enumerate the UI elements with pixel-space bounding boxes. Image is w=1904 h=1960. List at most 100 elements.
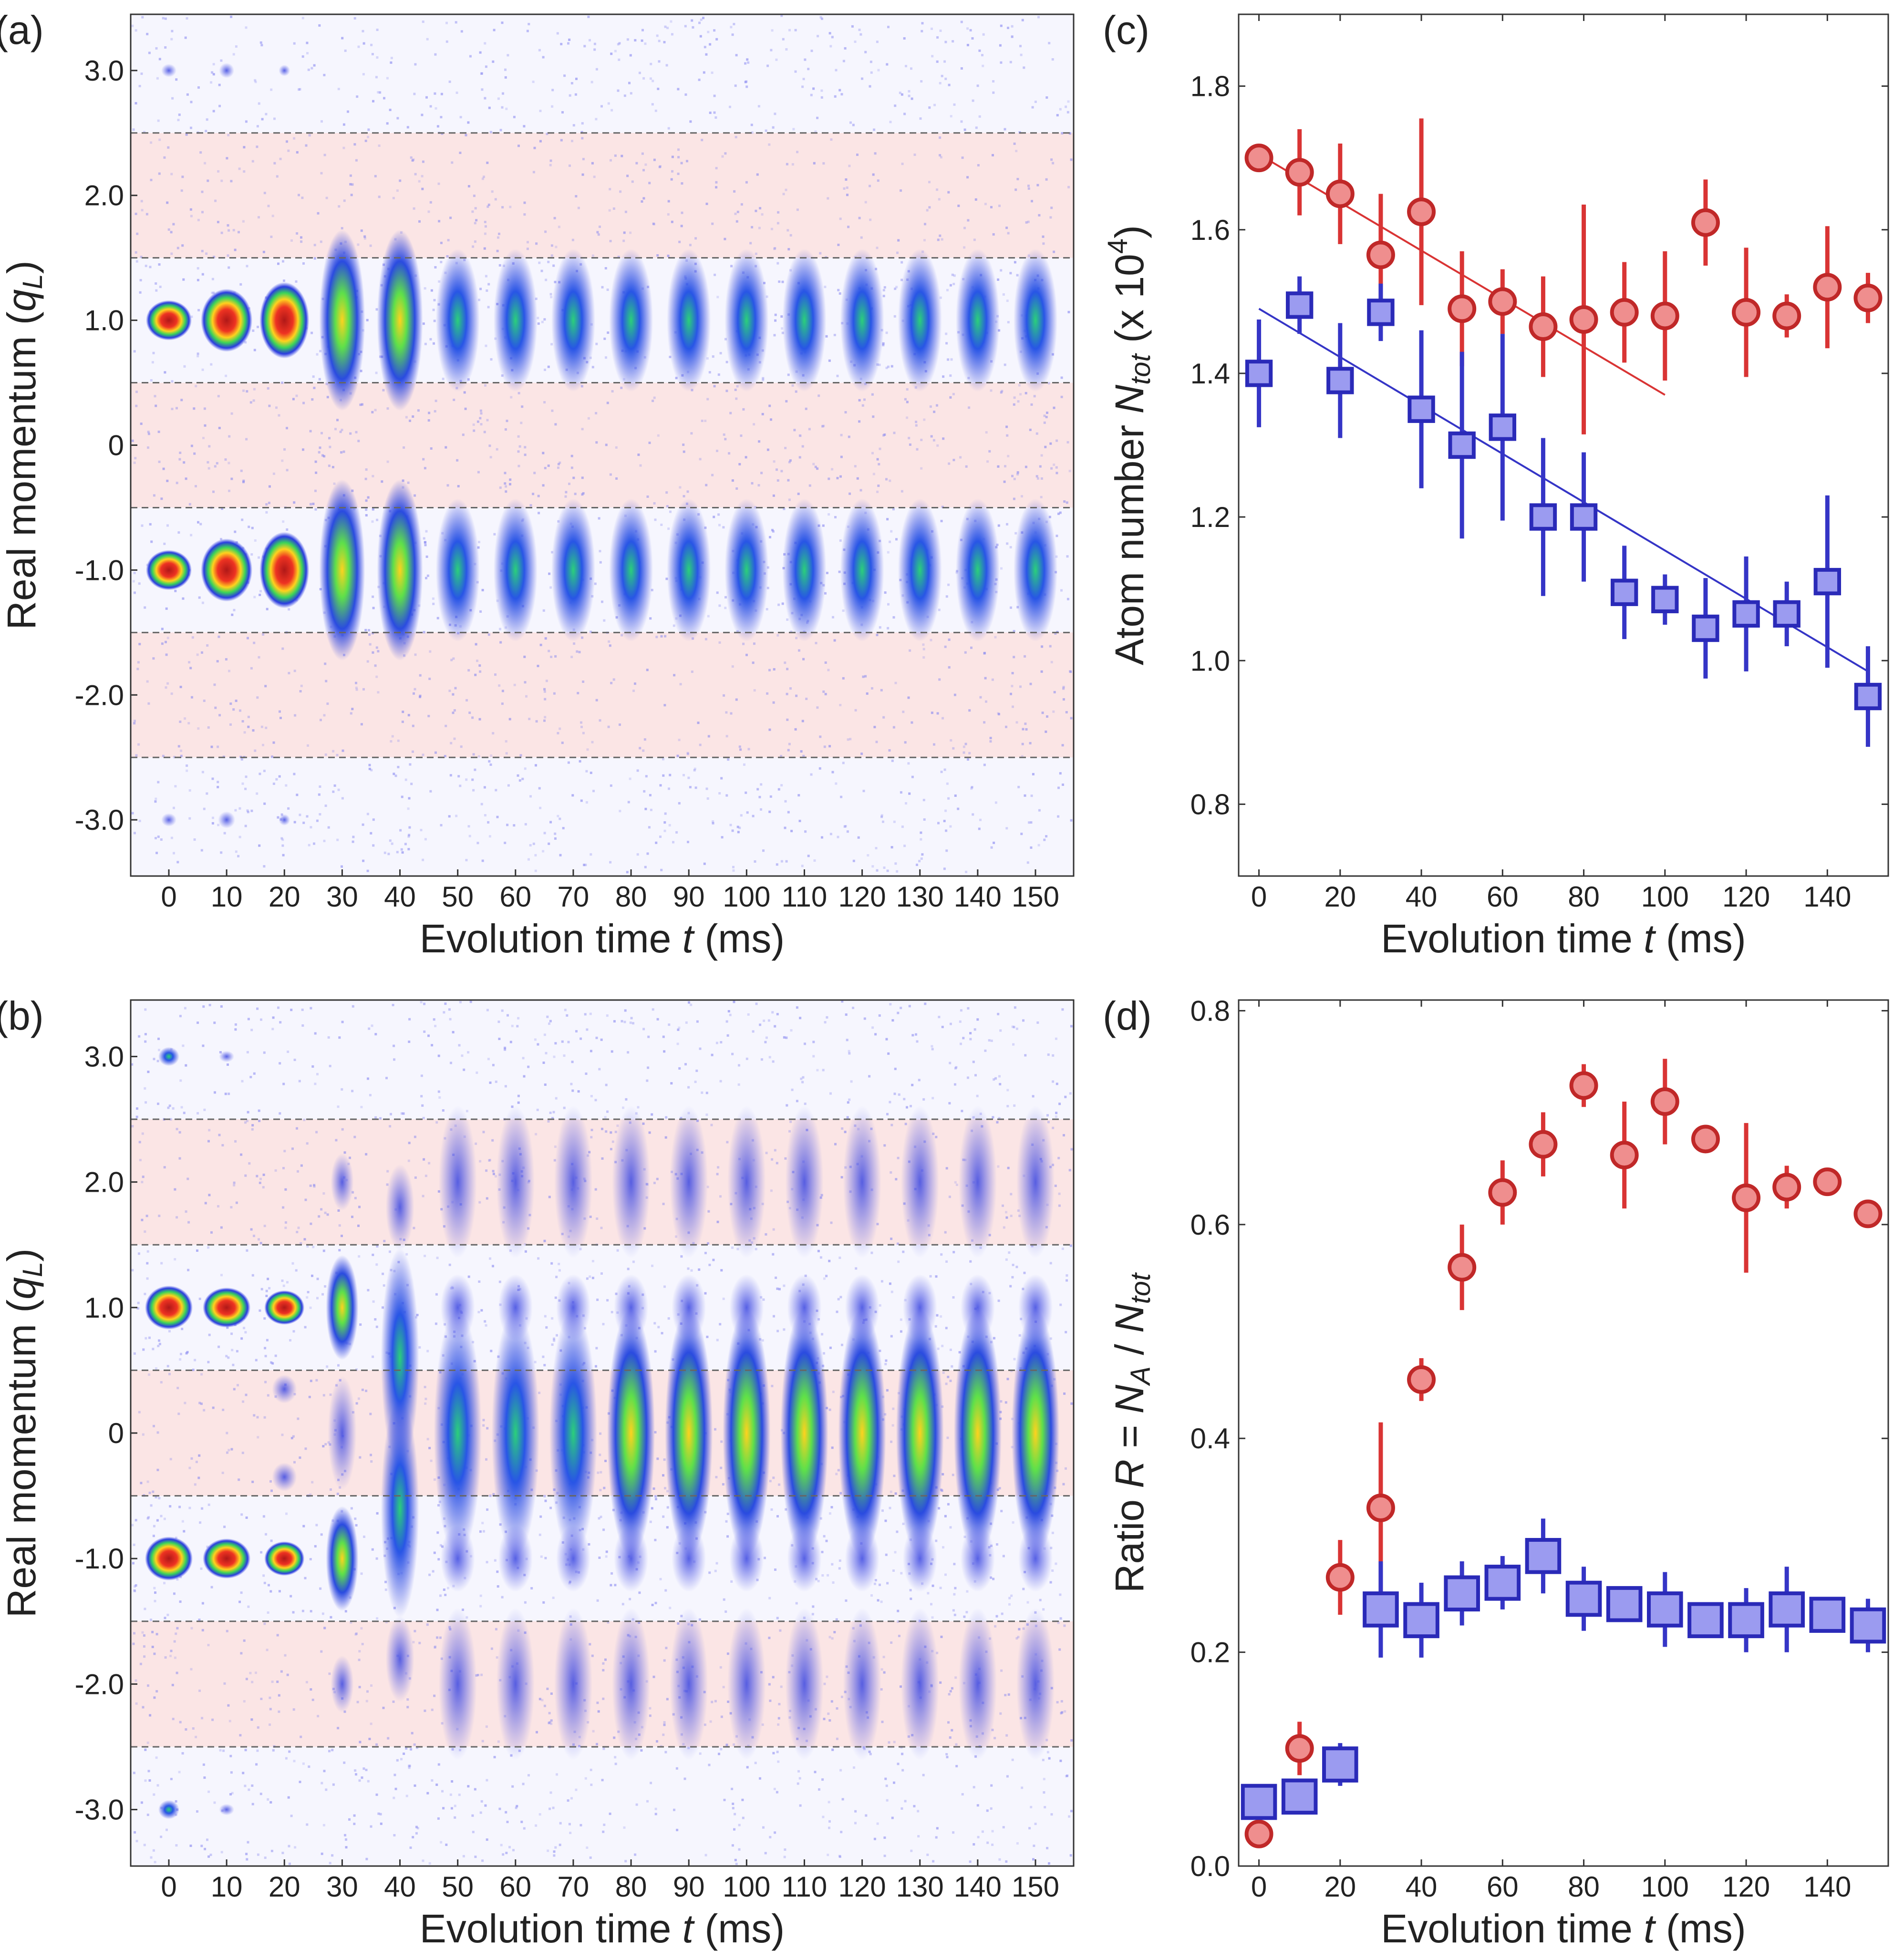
- noise-pixel: [459, 116, 462, 119]
- noise-pixel: [359, 1456, 362, 1459]
- noise-pixel: [842, 609, 845, 612]
- noise-pixel: [293, 1461, 296, 1464]
- noise-pixel: [416, 1746, 418, 1749]
- noise-pixel: [501, 690, 504, 692]
- noise-pixel: [234, 1028, 237, 1031]
- noise-pixel: [402, 1112, 405, 1115]
- noise-pixel: [263, 1317, 266, 1320]
- noise-pixel: [362, 30, 364, 32]
- noise-pixel: [590, 772, 592, 774]
- noise-pixel: [761, 1339, 764, 1342]
- noise-pixel: [235, 700, 238, 702]
- noise-pixel: [366, 869, 369, 872]
- noise-pixel: [783, 1036, 786, 1039]
- noise-pixel: [665, 64, 668, 67]
- noise-pixel: [533, 146, 536, 149]
- noise-pixel: [591, 1260, 594, 1262]
- noise-pixel: [1027, 187, 1030, 190]
- noise-pixel: [139, 291, 142, 294]
- noise-pixel: [684, 93, 687, 96]
- noise-pixel: [477, 471, 480, 474]
- noise-pixel: [725, 1520, 728, 1523]
- noise-pixel: [654, 1601, 657, 1604]
- noise-pixel: [1063, 1624, 1066, 1627]
- noise-pixel: [889, 479, 891, 482]
- noise-pixel: [150, 1504, 153, 1507]
- noise-pixel: [570, 1083, 573, 1085]
- noise-pixel: [937, 1347, 940, 1350]
- noise-pixel: [312, 1246, 315, 1248]
- noise-pixel: [444, 1594, 447, 1596]
- noise-pixel: [638, 72, 641, 74]
- noise-pixel: [732, 869, 735, 872]
- noise-pixel: [432, 309, 435, 311]
- noise-pixel: [830, 1506, 833, 1508]
- noise-pixel: [892, 616, 895, 619]
- noise-pixel: [517, 774, 519, 777]
- noise-pixel: [467, 1785, 470, 1788]
- noise-pixel: [312, 375, 315, 378]
- noise-pixel: [432, 1570, 435, 1573]
- noise-pixel: [490, 1647, 493, 1650]
- noise-pixel: [421, 1104, 424, 1107]
- noise-pixel: [590, 1050, 592, 1052]
- noise-pixel: [992, 154, 994, 156]
- noise-pixel: [507, 1014, 509, 1017]
- noise-pixel: [869, 85, 871, 88]
- noise-pixel: [486, 1197, 488, 1200]
- noise-pixel: [864, 51, 867, 53]
- noise-pixel: [846, 830, 849, 833]
- noise-pixel: [890, 1490, 892, 1493]
- noise-pixel: [205, 252, 208, 255]
- noise-pixel: [651, 1113, 653, 1116]
- noise-pixel: [778, 1483, 781, 1486]
- noise-pixel: [821, 1551, 824, 1553]
- noise-pixel: [155, 837, 157, 839]
- noise-pixel: [610, 681, 613, 684]
- noise-pixel: [386, 77, 389, 80]
- noise-pixel: [357, 45, 360, 48]
- noise-pixel: [478, 1280, 481, 1283]
- noise-pixel: [866, 692, 869, 695]
- noise-pixel: [733, 190, 736, 193]
- noise-pixel: [885, 331, 888, 334]
- noise-pixel: [822, 524, 825, 527]
- noise-pixel: [212, 110, 215, 113]
- noise-pixel: [981, 54, 983, 57]
- noise-pixel: [305, 1681, 308, 1683]
- noise-pixel: [528, 718, 531, 721]
- noise-pixel: [824, 286, 827, 289]
- noise-pixel: [237, 855, 240, 857]
- noise-pixel: [455, 815, 458, 817]
- noise-pixel: [506, 1821, 509, 1823]
- noise-pixel: [434, 53, 437, 56]
- noise-pixel: [735, 698, 738, 701]
- noise-pixel: [362, 73, 365, 76]
- noise-pixel: [423, 631, 425, 634]
- noise-pixel: [610, 1584, 612, 1587]
- noise-pixel: [378, 196, 381, 198]
- noise-pixel: [554, 1846, 557, 1849]
- noise-pixel: [557, 466, 559, 469]
- noise-pixel: [871, 865, 874, 868]
- noise-pixel: [418, 180, 421, 183]
- noise-pixel: [153, 1587, 156, 1589]
- noise-pixel: [828, 1820, 831, 1823]
- noise-pixel: [581, 428, 584, 431]
- noise-pixel: [323, 455, 326, 458]
- noise-pixel: [342, 123, 345, 126]
- noise-pixel: [154, 1599, 156, 1602]
- noise-pixel: [837, 244, 840, 246]
- noise-pixel: [650, 808, 652, 811]
- noise-pixel: [152, 1490, 155, 1493]
- noise-pixel: [575, 1030, 578, 1032]
- noise-pixel: [703, 862, 706, 865]
- noise-pixel: [404, 843, 407, 846]
- noise-pixel: [851, 25, 854, 28]
- noise-pixel: [781, 280, 784, 283]
- noise-pixel: [550, 296, 553, 299]
- noise-pixel: [156, 1784, 159, 1787]
- noise-pixel: [230, 477, 233, 480]
- noise-pixel: [585, 1073, 588, 1075]
- noise-pixel: [877, 1599, 880, 1602]
